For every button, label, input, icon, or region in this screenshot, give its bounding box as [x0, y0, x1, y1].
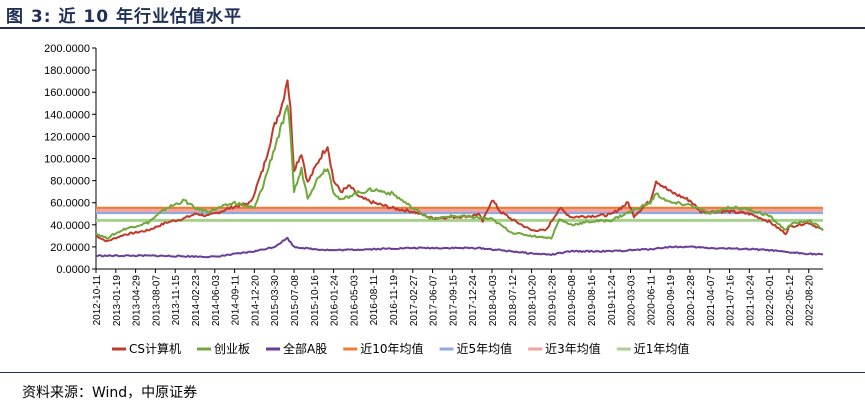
y-tick-label: 140.0000 [44, 109, 90, 121]
x-tick-label: 2020-06-11 [646, 275, 657, 326]
legend-label: 近1年均值 [634, 341, 690, 356]
x-tick-label: 2017-06-07 [429, 275, 440, 327]
legend-label: 创业板 [214, 342, 250, 356]
series-line [95, 236, 824, 259]
y-tick-label: 120.0000 [44, 131, 90, 143]
y-tick-label: 180.0000 [44, 65, 90, 77]
y-tick-label: 60.0000 [50, 198, 90, 210]
x-tick-label: 2013-11-15 [171, 275, 182, 326]
x-tick-label: 2022-08-20 [805, 275, 816, 327]
x-tick-label: 2021-04-07 [706, 275, 717, 327]
y-tick-label: 80.0000 [50, 176, 90, 188]
x-tick-label: 2016-05-03 [349, 275, 360, 327]
x-tick-label: 2012-10-11 [92, 275, 103, 326]
x-tick-label: 2019-08-16 [587, 275, 598, 327]
x-tick-label: 2022-02-01 [765, 275, 776, 327]
legend-label: CS计算机 [129, 341, 181, 356]
x-tick-label: 2015-03-30 [270, 275, 281, 327]
pe-valuation-line-chart: 0.0000 20.0000 40.0000 60.0000 80.0000 100.00… [44, 43, 824, 356]
x-tick-label: 2013-08-07 [151, 275, 162, 327]
y-tick-label: 160.0000 [44, 87, 90, 99]
y-tick-label: 20.0000 [50, 242, 90, 254]
x-tick-label: 2014-02-23 [191, 275, 202, 327]
x-tick-label: 2021-10-24 [745, 275, 756, 327]
y-tick-label: 40.0000 [50, 220, 90, 232]
series-lines [95, 79, 824, 259]
x-tick-label: 2018-04-03 [488, 275, 499, 327]
x-tick-label: 2019-11-24 [607, 275, 618, 326]
x-tick-label: 2016-11-19 [389, 275, 400, 326]
x-tick-label: 2017-12-24 [468, 275, 479, 327]
x-tick-label: 2020-09-19 [666, 275, 677, 327]
x-tick-label: 2013-01-19 [112, 275, 123, 327]
y-axis-ticks: 0.0000 20.0000 40.0000 60.0000 80.0000 100.00… [44, 43, 823, 276]
legend-label: 全部A股 [283, 341, 327, 356]
x-tick-label: 2020-12-28 [686, 275, 697, 327]
x-tick-label: 2013-04-29 [132, 275, 143, 327]
x-tick-label: 2022-05-12 [785, 275, 796, 327]
x-tick-label: 2014-12-20 [250, 275, 261, 327]
legend: CS计算机 创业板 全部A股 近10年均值 近5年均值 近3年均值 近1年均值 [112, 341, 689, 356]
x-tick-label: 2017-02-27 [409, 275, 420, 327]
x-tick-label: 2016-08-11 [369, 275, 380, 326]
y-tick-label: 100.0000 [44, 154, 90, 166]
y-tick-label: 200.0000 [44, 43, 90, 55]
title-rule [0, 27, 865, 29]
legend-label: 近3年均值 [545, 341, 601, 356]
source-rule [0, 372, 865, 373]
x-tick-label: 2016-01-24 [330, 275, 341, 327]
x-tick-label: 2014-06-03 [211, 275, 222, 327]
x-tick-label: 2019-05-08 [567, 275, 578, 327]
x-tick-label: 2018-10-20 [528, 275, 539, 327]
x-tick-label: 2015-07-08 [290, 275, 301, 327]
source-note: 资料来源：Wind，中原证券 [22, 385, 198, 401]
x-tick-label: 2014-09-11 [231, 275, 242, 326]
legend-label: 近5年均值 [457, 341, 513, 356]
x-tick-label: 2021-07-16 [726, 275, 737, 327]
y-tick-label: 0.0000 [56, 264, 90, 276]
series-line [95, 104, 823, 240]
legend-label: 近10年均值 [360, 341, 423, 356]
x-tick-label: 2015-10-16 [310, 275, 321, 327]
x-tick-label: 2019-01-28 [547, 275, 558, 327]
x-axis-ticks: 2012-10-11 2013-01-19 2013-04-29 2013-08-07… [92, 269, 816, 326]
x-tick-label: 2020-03-03 [627, 275, 638, 327]
figure-title: 图 3: 近 10 年行业估值水平 [6, 7, 242, 27]
x-tick-label: 2017-09-15 [448, 275, 459, 327]
x-tick-label: 2018-07-12 [508, 275, 519, 327]
